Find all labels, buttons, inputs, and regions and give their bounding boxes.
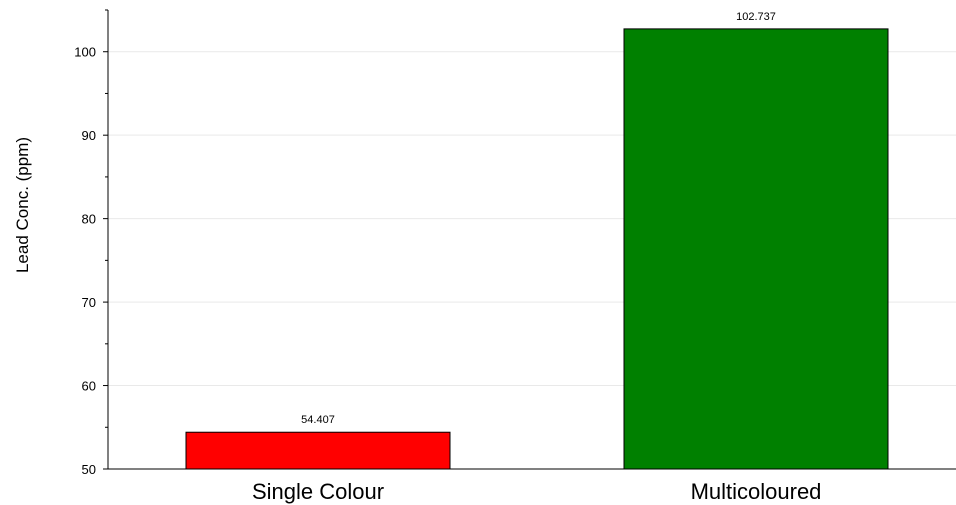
bars xyxy=(185,28,889,470)
y-axis-ticks: 50 60 70 80 90 100 xyxy=(74,9,108,477)
x-category-label: Multicoloured xyxy=(691,479,822,504)
x-axis-categories: Single Colour Multicoloured xyxy=(252,479,821,504)
y-axis-title: Lead Conc. (ppm) xyxy=(13,137,32,273)
data-labels: 54.407 102.737 xyxy=(301,11,776,426)
data-label: 102.737 xyxy=(736,11,776,23)
bar-single-colour xyxy=(185,431,451,470)
bar-multicoloured xyxy=(623,28,889,470)
y-tick-label: 100 xyxy=(74,45,96,60)
y-tick-label: 80 xyxy=(82,212,96,227)
y-tick-label: 90 xyxy=(82,128,96,143)
y-tick-label: 70 xyxy=(82,295,96,310)
x-category-label: Single Colour xyxy=(252,479,384,504)
y-tick-label: 50 xyxy=(82,462,96,477)
y-tick-label: 60 xyxy=(82,379,96,394)
data-label: 54.407 xyxy=(301,414,335,426)
